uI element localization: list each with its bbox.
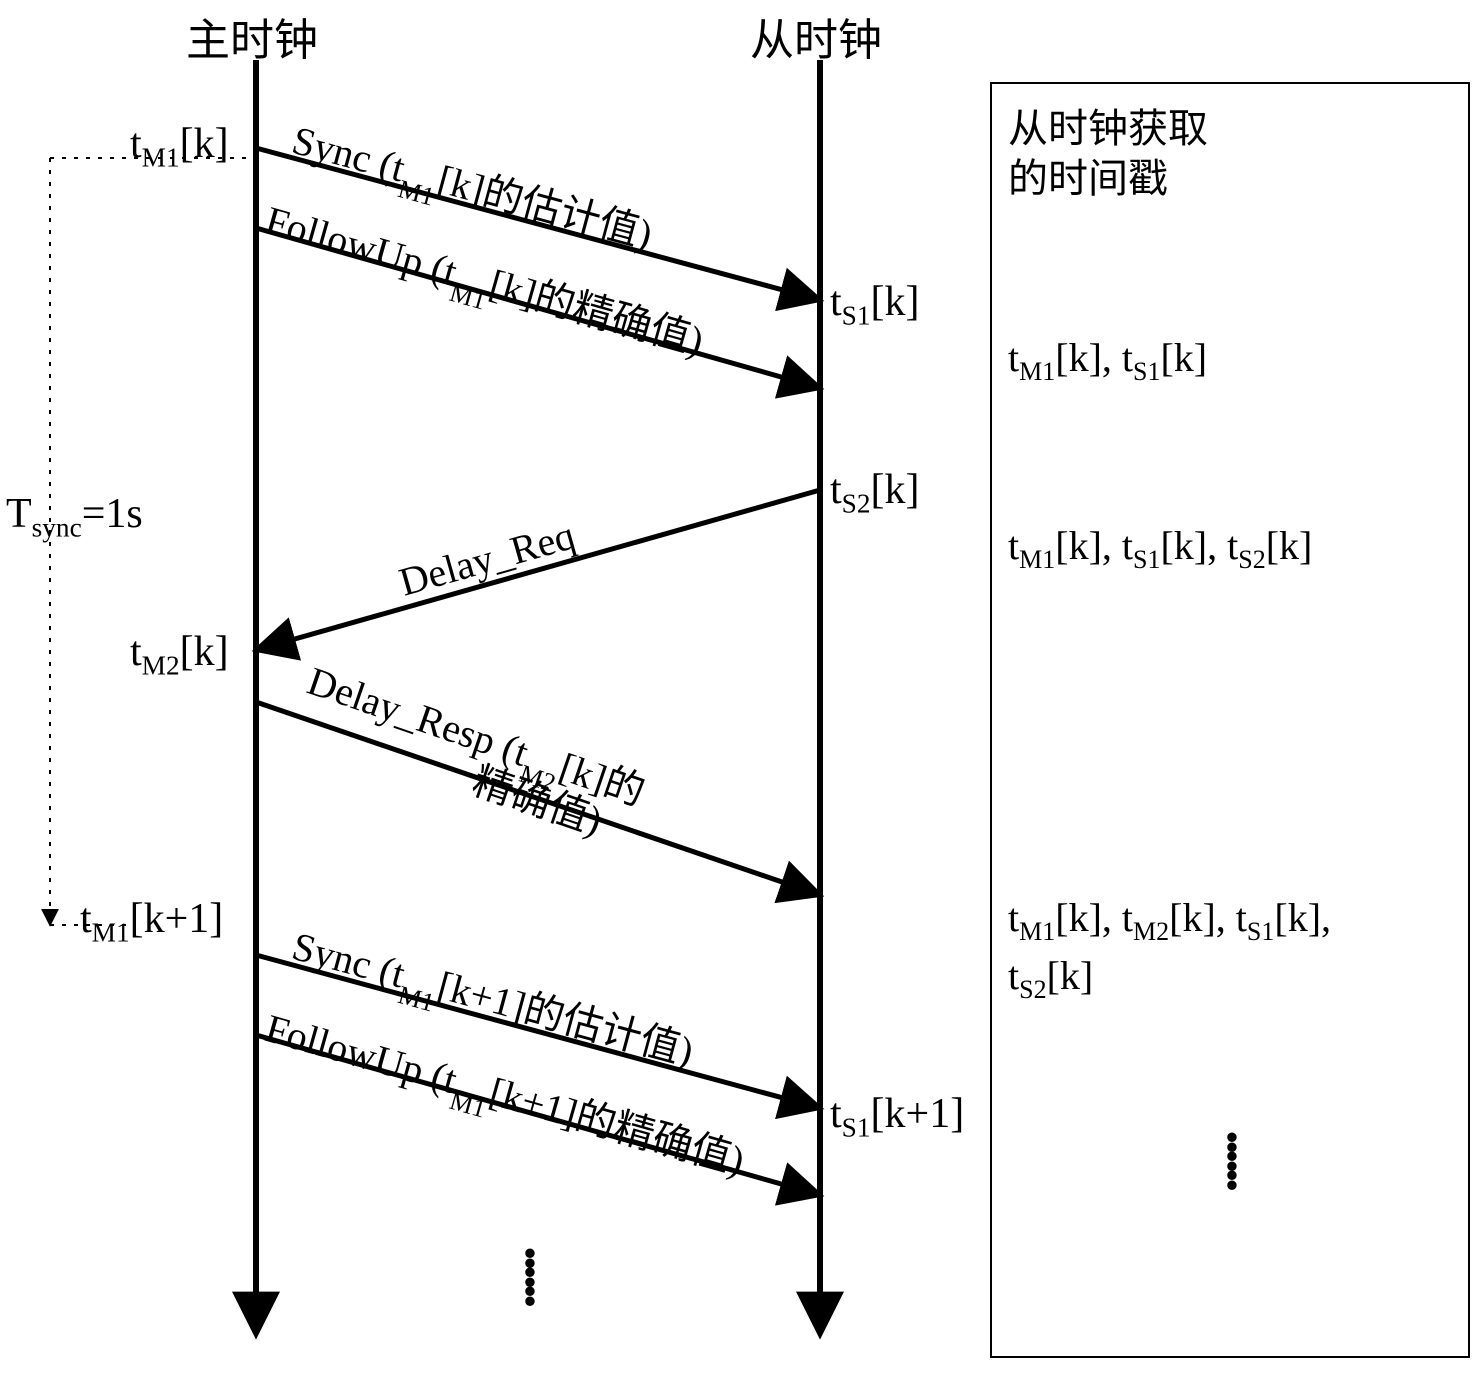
box-row3-line2: tS2[k] xyxy=(1008,952,1093,1005)
svg-text:Delay_Req: Delay_Req xyxy=(394,512,579,604)
tS2k-label: tS2[k] xyxy=(830,466,920,519)
tS1k-label: tS1[k] xyxy=(830,278,920,331)
tM1k-label: tM1[k] xyxy=(130,120,229,173)
msg-delayreq-label: Delay_Req xyxy=(394,512,579,604)
tS1k1-label: tS1[k+1] xyxy=(830,1090,964,1143)
box-row1: tM1[k], tS1[k] xyxy=(1008,334,1207,387)
box-row3-line1: tM1[k], tM2[k], tS1[k], xyxy=(1008,894,1331,947)
tM2k-label: tM2[k] xyxy=(130,628,229,681)
diagram-root: 主时钟 从时钟 Sync (tM1[k]的估计值) xyxy=(0,0,1480,1376)
tsync-label: Tsync=1s xyxy=(6,490,143,543)
info-box: 从时钟获取 的时间戳 tM1[k], tS1[k] tM1[k], tS1[k]… xyxy=(990,82,1470,1358)
box-ellipsis-icon: ······ xyxy=(1212,1134,1252,1192)
tM1k1-label: tM1[k+1] xyxy=(80,895,223,948)
center-ellipsis-icon: ······ xyxy=(510,1250,550,1308)
arrow-delayreq xyxy=(256,490,820,650)
box-title-2: 的时间戳 xyxy=(1008,146,1168,204)
box-row2: tM1[k], tS1[k], tS2[k] xyxy=(1008,522,1312,575)
